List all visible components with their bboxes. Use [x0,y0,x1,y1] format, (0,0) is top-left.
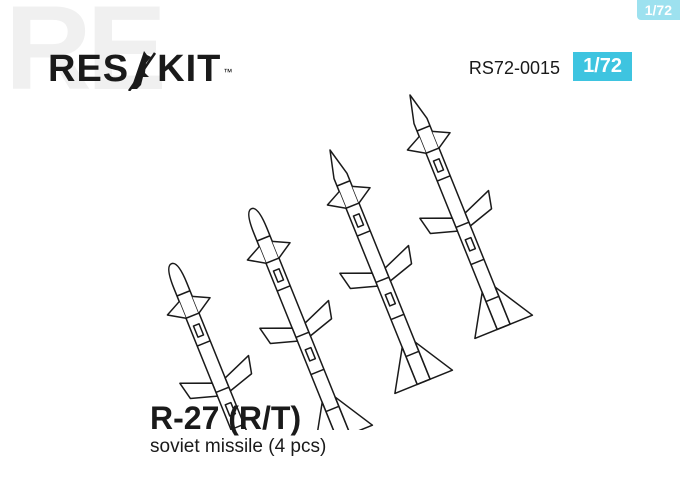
logo-trademark: ™ [223,67,232,77]
product-subtitle: soviet missile (4 pcs) [150,436,326,458]
logo-jet-icon [127,49,159,91]
product-title: R-27 (R/T) [150,402,326,434]
missile-diagram [130,70,550,430]
scale-badge: 1/72 [573,52,632,81]
product-sku: RS72-0015 [469,58,560,79]
logo-left: RES [48,48,129,91]
corner-scale-badge: 1/72 [637,0,680,20]
brand-logo: RES KIT ™ [48,48,232,91]
product-title-block: R-27 (R/T) soviet missile (4 pcs) [150,402,326,458]
logo-right: KIT [157,48,221,91]
